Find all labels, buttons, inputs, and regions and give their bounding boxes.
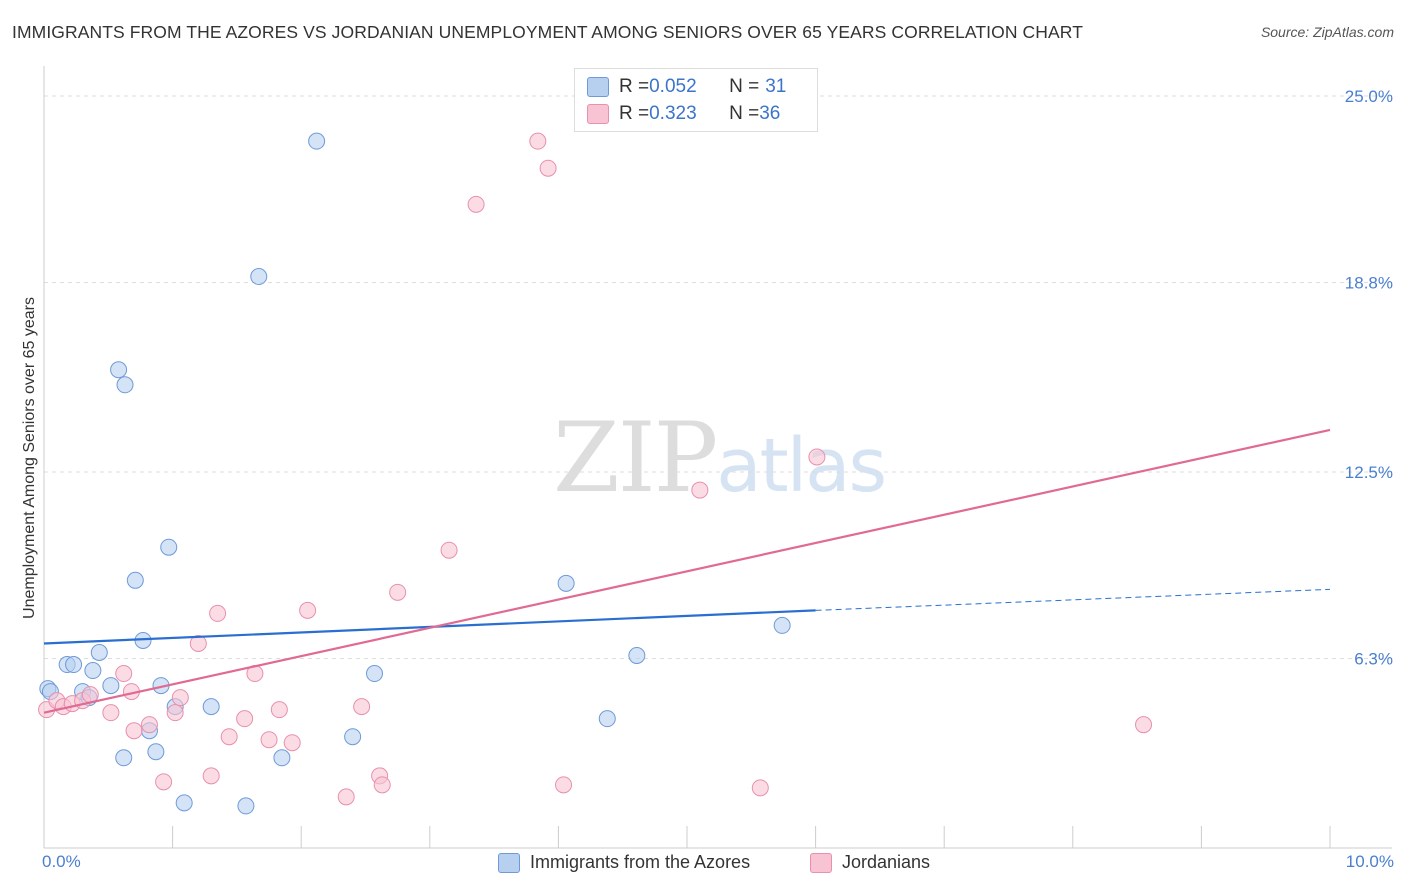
blue-data-point [126, 571, 144, 589]
blue-data-point [344, 728, 362, 746]
pink-data-point [373, 776, 391, 794]
series-legend-pink: Jordanians [810, 852, 930, 873]
blue-data-point [366, 665, 384, 683]
blue-data-point [160, 538, 178, 556]
legend-swatch-pink [587, 104, 609, 124]
legend-n-value: 36 [759, 103, 781, 124]
legend-r-label: R = [619, 76, 650, 97]
source-label: Source: ZipAtlas.com [1260, 24, 1394, 40]
x-tick-label-min: 0.0% [42, 852, 81, 871]
legend-swatch-blue [587, 77, 609, 97]
pink-trend-line [43, 428, 1331, 714]
y-tick-label: 25.0% [1345, 87, 1393, 106]
blue-data-point [557, 574, 575, 592]
pink-data-point [299, 601, 317, 619]
pink-data-point [808, 448, 826, 466]
blue-data-point [773, 616, 791, 634]
legend-n-label: N = [729, 103, 760, 124]
blue-data-point [308, 132, 326, 150]
legend-r-value: 0.052 [649, 76, 697, 97]
series-legend-swatch-blue [498, 852, 520, 873]
pink-data-point [171, 689, 189, 707]
pink-data-point [1135, 716, 1153, 734]
pink-data-point [220, 728, 238, 746]
pink-data-point [539, 159, 557, 177]
watermark-atlas: atlas [716, 423, 887, 509]
pink-data-point [102, 704, 120, 722]
blue-data-point [202, 698, 220, 716]
pink-data-point [529, 132, 547, 150]
blue-data-point [250, 268, 268, 286]
pink-data-point [691, 481, 709, 499]
pink-data-point [337, 788, 355, 806]
pink-data-point [125, 722, 143, 740]
pink-data-point [283, 734, 301, 752]
pink-data-point [260, 731, 278, 749]
blue-data-point [90, 643, 108, 661]
pink-data-point [189, 634, 207, 652]
watermark: ZIPatlas [553, 402, 887, 514]
pink-data-point [270, 701, 288, 719]
blue-data-point [102, 677, 120, 695]
pink-data-point [751, 779, 769, 797]
pink-data-point [389, 583, 407, 601]
blue-data-point [273, 749, 291, 767]
series-legend-swatch-pink [810, 852, 832, 873]
pink-data-point [440, 541, 458, 559]
blue-trend-extension [815, 588, 1331, 611]
pink-data-point [155, 773, 173, 791]
series-legend-blue: Immigrants from the Azores [498, 852, 750, 873]
blue-data-point [175, 794, 193, 812]
blue-data-point [65, 656, 83, 674]
y-tick-label: 6.3% [1354, 650, 1393, 669]
blue-data-point [84, 662, 102, 680]
pink-data-point [115, 665, 133, 683]
x-tick-label-max: 10.0% [1345, 852, 1394, 871]
blue-data-point [147, 743, 165, 761]
pink-data-point [555, 776, 573, 794]
legend-r-label: R = [619, 103, 650, 124]
correlation-legend: R = 0.052 N = 31 R = 0.323 N = 36 [574, 68, 818, 132]
legend-n-value: 31 [765, 76, 787, 97]
pink-data-point [467, 195, 485, 213]
pink-data-point [166, 704, 184, 722]
blue-data-point [237, 797, 255, 815]
series-legend-label-blue: Immigrants from the Azores [530, 852, 751, 872]
series-legend-label-pink: Jordanians [842, 852, 931, 872]
legend-row-pink: R = 0.323 N = 36 [587, 102, 780, 126]
pink-data-point [209, 604, 227, 622]
blue-data-point [110, 361, 128, 379]
watermark-zip: ZIP [553, 402, 718, 514]
legend-r-value: 0.323 [649, 103, 697, 124]
y-tick-label: 18.8% [1345, 274, 1393, 293]
blue-data-point [598, 710, 616, 728]
blue-data-point [116, 376, 134, 394]
y-tick-label: 12.5% [1345, 463, 1393, 482]
pink-data-point [202, 767, 220, 785]
pink-data-point [236, 710, 254, 728]
legend-n-label: N = [729, 76, 760, 97]
blue-data-point [115, 749, 133, 767]
pink-data-point [140, 716, 158, 734]
chart-title: IMMIGRANTS FROM THE AZORES VS JORDANIAN … [12, 22, 1083, 42]
legend-row-blue: R = 0.052 N = 31 [587, 75, 786, 99]
pink-data-point [353, 698, 371, 716]
blue-data-point [628, 647, 646, 664]
